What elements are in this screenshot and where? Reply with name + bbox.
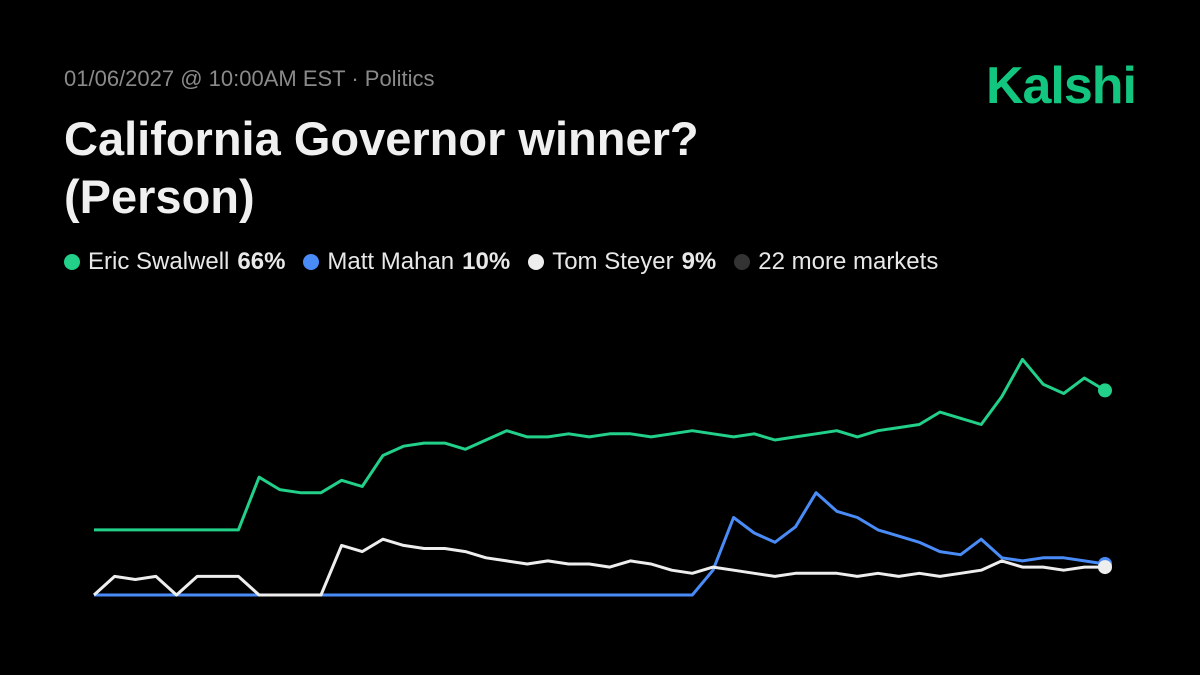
brand-logo: Kalshi <box>985 57 1137 115</box>
legend-value: 9% <box>681 248 717 275</box>
legend-name: Matt Mahan <box>327 248 455 275</box>
legend-name: Eric Swalwell <box>88 248 230 275</box>
legend-name: 22 more markets <box>758 248 939 275</box>
series-line <box>92 537 1105 597</box>
legend-item: Eric Swalwell 66% <box>64 248 285 276</box>
chart-title: California Governor winner? (Person) <box>64 112 699 223</box>
legend-value: 66% <box>237 248 286 275</box>
legend-dot <box>303 254 320 270</box>
legend-value: 10% <box>462 248 511 275</box>
legend-dot <box>734 254 751 270</box>
series-line <box>94 357 1106 532</box>
legend-name: Tom Steyer <box>552 248 674 275</box>
legend: Eric Swalwell 66% Matt Mahan 10% Tom Steyer 9… <box>64 248 938 276</box>
end-dot <box>1098 383 1112 398</box>
end-dot <box>1098 560 1112 575</box>
legend-dot <box>528 254 545 270</box>
legend-item: Tom Steyer 9% <box>528 248 716 276</box>
legend-dot <box>64 254 80 270</box>
legend-item: 22 more markets <box>734 248 938 276</box>
legend-item: Matt Mahan 10% <box>303 248 510 276</box>
subtitle: 01/06/2027 @ 10:00AM EST · Politics <box>64 66 435 91</box>
